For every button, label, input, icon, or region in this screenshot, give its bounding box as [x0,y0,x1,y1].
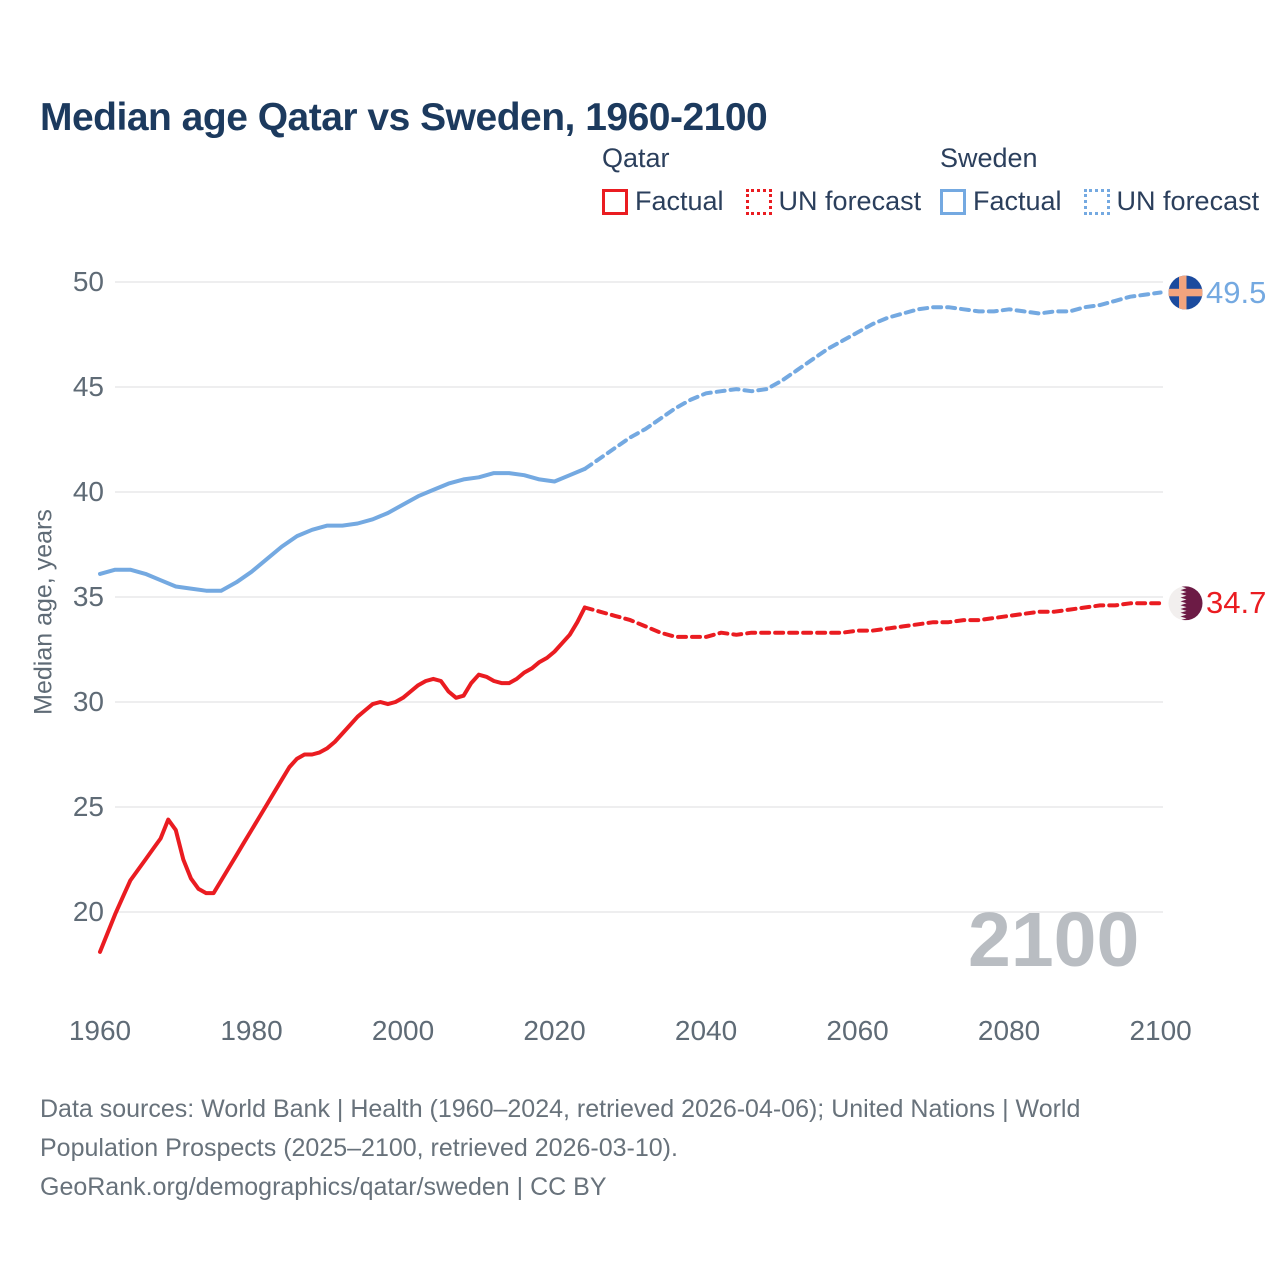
page-title: Median age Qatar vs Sweden, 1960-2100 [40,96,768,140]
qatar-end-value-label: 34.7 [1206,585,1267,620]
x-tick-label: 2040 [675,1015,737,1046]
legend-swatch-qatar-forecast [745,188,772,215]
footer: Data sources: World Bank | Health (1960–… [40,1090,1080,1207]
sweden-end-value-label: 49.5 [1206,275,1267,310]
x-tick-label: 2080 [978,1015,1040,1046]
legend-item-qatar-factual[interactable]: Factual [602,186,724,217]
footer-line-sources-1: Data sources: World Bank | Health (1960–… [40,1095,1081,1123]
footer-line-sources-2: Population Prospects (2025–2100, retriev… [40,1134,678,1162]
legend-label-sweden-factual: Factual [973,186,1062,216]
y-tick-label: 35 [73,581,104,612]
legend-group-sweden-name: Sweden [940,143,1038,173]
qatar-flag-marker [1168,586,1203,621]
x-tick-label: 2000 [372,1015,434,1046]
legend-item-qatar-forecast[interactable]: UN forecast [745,186,922,217]
legend-item-sweden-forecast[interactable]: UN forecast [1083,186,1260,217]
series-line-qatar-factual [98,605,587,954]
legend-group-qatar: Qatar Factual UN forecast [602,143,921,217]
x-tick-label: 1960 [69,1015,131,1046]
legend-swatch-sweden-factual [940,188,966,215]
x-tick-label: 1980 [220,1015,282,1046]
legend-item-sweden-factual[interactable]: Factual [940,186,1062,217]
watermark-year: 2100 [968,897,1140,983]
legend-items-sweden: Factual UN forecast [940,186,1259,217]
legend-label-qatar-forecast: UN forecast [778,186,922,216]
footer-line-attribution: GeoRank.org/demographics/qatar/sweden | … [40,1173,607,1201]
legend-swatch-qatar-factual [602,188,628,215]
sweden-flag-marker [1168,275,1203,310]
legend-items-qatar: Factual UN forecast [602,186,921,217]
series-line-qatar-un-forecast [582,601,1163,639]
legend-group-qatar-name: Qatar [602,143,670,173]
series-line-sweden-factual [98,466,587,593]
legend-swatch-sweden-forecast [1083,188,1110,215]
y-tick-label: 25 [73,791,104,822]
y-tick-label: 20 [73,896,104,927]
y-tick-label: 40 [73,476,104,507]
y-tick-label: 30 [73,686,104,717]
series-line-sweden-un-forecast [582,290,1163,471]
legend-label-sweden-forecast: UN forecast [1116,186,1260,216]
y-tick-label: 50 [73,266,104,297]
x-tick-label: 2100 [1129,1015,1191,1046]
legend-group-sweden: Sweden Factual UN forecast [940,143,1259,217]
x-tick-label: 2020 [523,1015,585,1046]
y-axis-title: Median age, years [29,509,58,715]
x-tick-label: 2060 [826,1015,888,1046]
y-tick-label: 45 [73,371,104,402]
legend-label-qatar-factual: Factual [635,186,724,216]
